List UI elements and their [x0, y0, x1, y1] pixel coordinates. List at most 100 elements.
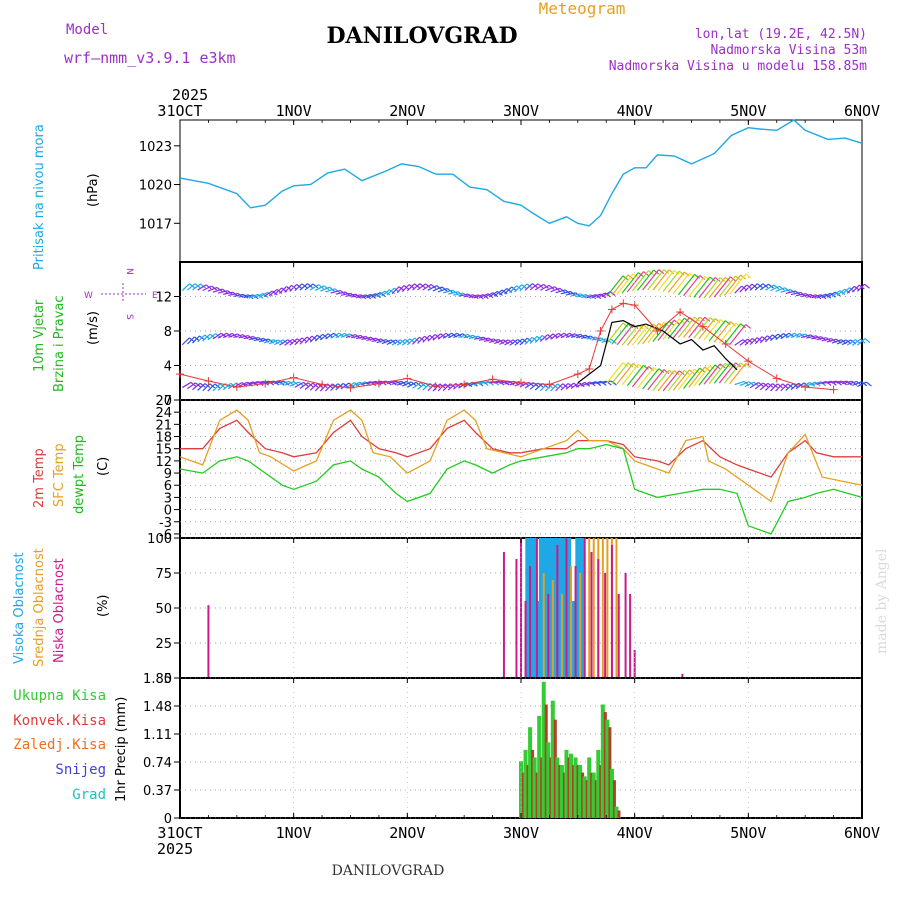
- wind-barb: [647, 269, 665, 291]
- wind-barb: [775, 287, 786, 292]
- y-tick-label: 18: [155, 431, 172, 446]
- wind-barb: [309, 334, 318, 343]
- wind-barb-flag: [673, 370, 680, 376]
- wind-barb: [284, 284, 292, 293]
- wind-barb: [718, 275, 736, 297]
- wind-barb: [677, 274, 696, 296]
- wind-barb: [401, 381, 412, 387]
- pressure-unit: (hPa): [86, 173, 101, 207]
- wind-barb-flag: [354, 382, 360, 388]
- top-time-label: 4NOV: [617, 102, 653, 120]
- wind-barb: [340, 333, 351, 338]
- wind-barb: [713, 276, 731, 298]
- y-tick-label: 0.74: [143, 756, 172, 771]
- cloud-bar: [529, 566, 532, 678]
- wind-barb: [499, 339, 509, 345]
- dew-title: dewpt Temp: [72, 435, 87, 514]
- bottom-time-label: 1NOV: [276, 824, 312, 842]
- wind-barb: [621, 324, 639, 346]
- wind-barb: [284, 338, 293, 346]
- wind-barb: [851, 284, 860, 293]
- wind-barb: [248, 380, 259, 386]
- wind-barb: [391, 286, 400, 295]
- wind-barb: [555, 332, 565, 339]
- wind-barb: [299, 382, 309, 389]
- wind-barb: [386, 339, 397, 346]
- cloud-bar: [579, 538, 585, 678]
- wind-barb: [233, 334, 244, 339]
- wind-barb: [483, 292, 494, 299]
- cloud-bar: [617, 594, 620, 678]
- wind-gust-line: [179, 302, 834, 391]
- precip-total-bar: [528, 727, 533, 818]
- wind-barb-flag: [396, 380, 402, 386]
- wind-barb: [197, 383, 206, 391]
- cloud-bar: [604, 573, 607, 678]
- wind-barb: [417, 335, 425, 344]
- wind-barb: [335, 332, 346, 339]
- wind-barb: [432, 286, 443, 292]
- wind-barb: [468, 335, 479, 339]
- wind-barb: [427, 383, 436, 392]
- wind-barb: [575, 334, 586, 339]
- wind-barb: [570, 333, 581, 338]
- wind-barb: [391, 380, 402, 385]
- wind-barb: [831, 380, 842, 384]
- precip-conv-bar: [567, 757, 571, 818]
- wind-barb: [616, 324, 634, 346]
- wind-barb: [468, 294, 479, 299]
- wind-barb-flag: [735, 362, 741, 368]
- wind-barb: [356, 335, 367, 340]
- wind-barb: [780, 332, 790, 340]
- y-tick-label: 25: [155, 637, 172, 652]
- wind-barb-flag: [668, 369, 675, 375]
- wind-barb: [723, 362, 742, 384]
- y-tick-label: 3: [164, 491, 172, 506]
- cloud-bar: [624, 573, 627, 678]
- wind-barb: [596, 292, 606, 299]
- wind-barb: [591, 380, 602, 385]
- wind-barb: [207, 286, 218, 292]
- wind-barb: [846, 285, 855, 294]
- wind-barb: [243, 335, 254, 340]
- wind-barb: [637, 323, 655, 345]
- wind-barb-flag: [740, 362, 747, 368]
- wind-barb-flag: [745, 273, 752, 279]
- wind-barb-flag: [548, 284, 555, 290]
- precip-conv-bar: [608, 727, 612, 818]
- precip-conv-bar: [581, 772, 585, 818]
- wind-barb: [192, 283, 201, 291]
- wind-barb-flag: [658, 269, 665, 275]
- cloud-bar: [597, 559, 600, 678]
- cloud-unit: (%): [96, 595, 111, 618]
- cloud-bar: [633, 650, 636, 678]
- wind-barb: [222, 382, 232, 391]
- wind-barb: [795, 293, 806, 297]
- wind-barb: [744, 337, 753, 346]
- wind-barb: [754, 336, 763, 345]
- wind-barb: [529, 335, 538, 344]
- wind-barb: [499, 287, 508, 296]
- wind-barb: [391, 339, 401, 346]
- wind-barb: [488, 290, 498, 298]
- wind-barb: [744, 381, 755, 388]
- wind-barb-flag: [355, 293, 362, 299]
- wind-barb: [212, 383, 221, 392]
- wind-barb: [611, 274, 629, 296]
- wind-barb-flag: [283, 380, 290, 386]
- wind-barb: [263, 339, 274, 344]
- wind-barb: [575, 381, 586, 388]
- wind-barb-flag: [384, 290, 391, 296]
- wind-barb: [202, 285, 212, 292]
- wind-barb: [299, 336, 308, 345]
- wind-barb-flag: [810, 293, 817, 299]
- wind-barb-flag: [580, 293, 587, 299]
- precip-legend-total: Ukupna Kisa: [13, 688, 106, 704]
- wind-barb: [222, 332, 233, 339]
- precip-legend-hail: Grad: [72, 787, 106, 803]
- wind-barb: [749, 382, 759, 389]
- compass-w: W: [84, 291, 93, 301]
- precip-total-bar: [569, 753, 574, 818]
- wind-barb: [412, 336, 420, 345]
- wind-barb: [626, 324, 644, 346]
